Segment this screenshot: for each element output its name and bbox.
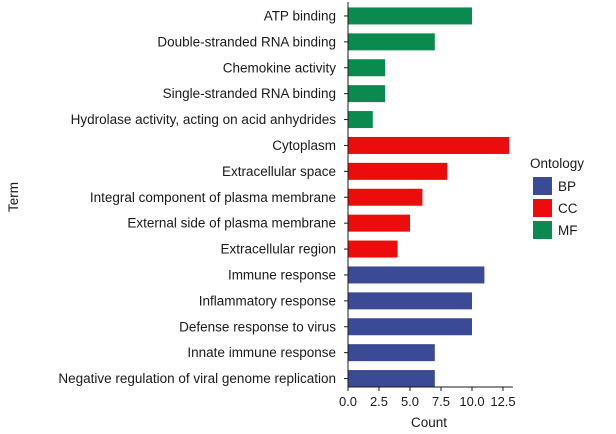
legend-label-cc: CC [558, 201, 578, 216]
legend-swatch-bp [533, 177, 552, 195]
term-label: External side of plasma membrane [127, 216, 336, 231]
term-labels: ATP binding Double-stranded RNA binding Ch… [58, 8, 348, 386]
bar-defense-response-to-virus [348, 318, 472, 336]
bar-double-stranded-rna-binding [348, 33, 435, 51]
x-axis-ticks: 0.0 2.5 5.0 7.5 10.0 12.5 [339, 387, 516, 409]
bar-integral-component-of-plasma-membrane [348, 188, 423, 206]
term-label: Innate immune response [187, 345, 336, 360]
y-axis-title: Term [6, 182, 21, 212]
x-tick-label: 2.5 [370, 394, 388, 409]
bar-immune-response [348, 266, 485, 284]
bar-single-stranded-rna-binding [348, 85, 386, 103]
bar-extracellular-region [348, 240, 398, 258]
bar-atp-binding [348, 7, 472, 25]
legend-label-bp: BP [558, 179, 576, 194]
legend-label-mf: MF [558, 223, 578, 238]
term-label: Double-stranded RNA binding [157, 34, 336, 49]
legend: Ontology BP CC MF [530, 156, 584, 239]
term-label: Integral component of plasma membrane [90, 190, 336, 205]
bars-layer [348, 7, 510, 388]
legend-swatch-mf [533, 221, 552, 239]
term-label: Hydrolase activity, acting on acid anhyd… [71, 112, 337, 127]
legend-title: Ontology [530, 156, 584, 171]
term-label: Defense response to virus [179, 319, 336, 334]
x-tick-label: 7.5 [432, 394, 450, 409]
x-axis-title: Count [411, 415, 447, 430]
x-tick-label: 12.5 [490, 394, 515, 409]
term-label: Negative regulation of viral genome repl… [58, 371, 336, 386]
bar-external-side-of-plasma-membrane [348, 214, 410, 232]
term-label: Extracellular region [220, 242, 336, 257]
x-tick-label: 5.0 [401, 394, 419, 409]
term-label: Single-stranded RNA binding [163, 86, 336, 101]
bar-negative-regulation-of-viral-genome-replication [348, 370, 435, 388]
term-label: ATP binding [264, 8, 336, 23]
term-label: Extracellular space [222, 164, 336, 179]
bar-inflammatory-response [348, 292, 472, 310]
legend-swatch-cc [533, 199, 552, 217]
bar-innate-immune-response [348, 344, 435, 362]
x-tick-label: 0.0 [339, 394, 357, 409]
term-label: Cytoplasm [272, 138, 336, 153]
term-label: Immune response [228, 267, 336, 282]
term-label: Inflammatory response [199, 293, 336, 308]
bar-hydrolase-activity-acting-on-acid-anhydrides [348, 111, 373, 129]
bar-chemokine-activity [348, 59, 386, 77]
bar-extracellular-space [348, 162, 448, 180]
legend-entries: BP CC MF [533, 177, 578, 239]
x-tick-label: 10.0 [459, 394, 484, 409]
bar-cytoplasm [348, 136, 510, 154]
term-label: Chemokine activity [223, 60, 337, 75]
